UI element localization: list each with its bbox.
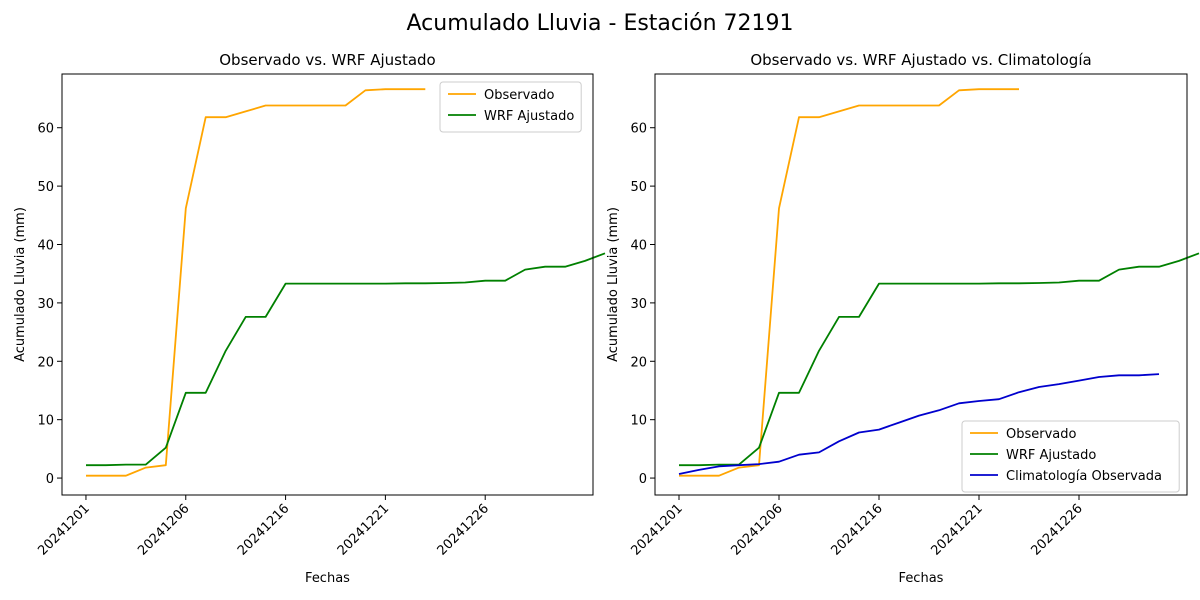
chart-title: Observado vs. WRF Ajustado bbox=[219, 51, 435, 69]
series-line-wrf-ajustado bbox=[86, 252, 606, 467]
legend-label: Climatología Observada bbox=[1006, 469, 1162, 484]
legend-label: WRF Ajustado bbox=[1006, 448, 1096, 463]
chart-panel-left: 0 10 20 30 40 50 60 20241201 20241206 20241216 202… bbox=[13, 51, 606, 586]
x-axis-label: Fechas bbox=[305, 571, 350, 586]
y-tick-label: 50 bbox=[37, 180, 54, 195]
x-tick-label: 20241206 bbox=[728, 501, 785, 558]
legend: Observado WRF Ajustado Climatología Observ… bbox=[961, 420, 1180, 493]
chart-title: Observado vs. WRF Ajustado vs. Climatolo… bbox=[750, 51, 1091, 69]
series-line-observado bbox=[679, 88, 1019, 477]
x-tick-label: 20241226 bbox=[1028, 501, 1085, 558]
y-tick-label: 10 bbox=[37, 414, 54, 429]
x-tick-label: 20241221 bbox=[928, 501, 985, 558]
y-tick-label: 20 bbox=[630, 355, 647, 370]
legend-label: Observado bbox=[484, 88, 555, 103]
x-tick-label: 20241201 bbox=[628, 501, 685, 558]
x-axis-label: Fechas bbox=[899, 571, 944, 586]
y-tick-label: 20 bbox=[37, 355, 54, 370]
legend: Observado WRF Ajustado bbox=[439, 81, 582, 133]
series-line-observado bbox=[86, 88, 426, 477]
y-tick-label: 30 bbox=[630, 297, 647, 312]
y-tick-label: 0 bbox=[46, 472, 54, 487]
figure-title: Acumulado Lluvia - Estación 72191 bbox=[407, 11, 794, 36]
plot-frame bbox=[61, 73, 594, 496]
legend-label: WRF Ajustado bbox=[484, 109, 574, 124]
series-line-wrf-ajustado bbox=[679, 252, 1200, 467]
y-tick-label: 60 bbox=[37, 122, 54, 137]
x-tick-label: 20241226 bbox=[435, 501, 492, 558]
x-tick-label: 20241216 bbox=[235, 501, 292, 558]
legend-label: Observado bbox=[1006, 427, 1077, 442]
y-tick-label: 30 bbox=[37, 297, 54, 312]
y-tick-label: 50 bbox=[630, 180, 647, 195]
y-tick-label: 10 bbox=[630, 414, 647, 429]
y-tick-label: 40 bbox=[37, 239, 54, 254]
legend-box bbox=[961, 420, 1180, 493]
y-axis-label: Acumulado Lluvia (mm) bbox=[13, 207, 28, 362]
y-tick-label: 60 bbox=[630, 122, 647, 137]
x-tick-label: 20241216 bbox=[828, 501, 885, 558]
plot-frame bbox=[654, 73, 1188, 496]
chart-panel-right: 0 10 20 30 40 50 60 20241201 20241206 20241216 202… bbox=[606, 51, 1200, 586]
y-tick-label: 0 bbox=[639, 472, 647, 487]
series-line-climatolog-a-observada bbox=[678, 373, 1160, 475]
x-tick-label: 20241201 bbox=[35, 501, 92, 558]
x-tick-label: 20241221 bbox=[335, 501, 392, 558]
y-tick-label: 40 bbox=[630, 239, 647, 254]
x-tick-label: 20241206 bbox=[135, 501, 192, 558]
y-axis-label: Acumulado Lluvia (mm) bbox=[606, 207, 621, 362]
